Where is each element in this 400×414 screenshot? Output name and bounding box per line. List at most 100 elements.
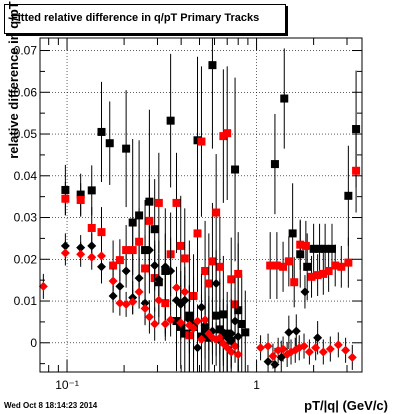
- data-point-square: [172, 198, 181, 207]
- data-point-diamond: [193, 343, 203, 353]
- data-point-diamond: [128, 297, 138, 307]
- data-point-diamond: [166, 315, 176, 325]
- data-point-square: [208, 61, 217, 70]
- data-point-square: [272, 261, 281, 270]
- data-point-diamond: [140, 304, 150, 314]
- data-point-diamond: [263, 341, 273, 351]
- data-point-diamond: [347, 352, 357, 362]
- data-point-diamond: [193, 316, 203, 326]
- data-point-square: [166, 116, 175, 125]
- data-point-square: [280, 94, 289, 103]
- x-tick-label: 1: [253, 378, 260, 392]
- data-point-diamond: [160, 319, 170, 329]
- data-point-square: [237, 319, 246, 328]
- data-point-diamond: [226, 347, 236, 357]
- data-point-diamond: [256, 343, 266, 353]
- data-point-diamond: [230, 341, 240, 351]
- y-tick-label: 0.04: [14, 169, 38, 183]
- data-point-square: [87, 186, 96, 195]
- x-tick-label: 10⁻¹: [55, 378, 79, 392]
- data-point-diamond: [144, 312, 154, 322]
- data-point-diamond: [121, 299, 131, 309]
- data-point-diamond: [134, 287, 144, 297]
- data-point-diamond: [341, 345, 351, 355]
- data-point-square: [135, 237, 144, 246]
- data-point-square: [128, 218, 137, 227]
- data-point-square: [208, 257, 217, 266]
- data-point-diamond: [284, 327, 294, 337]
- data-point-diamond: [166, 266, 176, 276]
- data-point-square: [309, 244, 318, 253]
- data-point-square: [352, 166, 361, 175]
- data-point-diamond: [121, 266, 131, 276]
- data-point-diamond: [211, 278, 221, 288]
- data-marks: [38, 38, 361, 372]
- data-point-square: [324, 266, 333, 275]
- data-point-square: [284, 257, 293, 266]
- data-point-diamond: [263, 357, 273, 367]
- data-point-square: [97, 127, 106, 136]
- y-axis-label: relative difference in q/pT: [6, 1, 21, 159]
- data-point-diamond: [318, 347, 328, 357]
- data-point-square: [223, 129, 232, 138]
- data-point-diamond: [189, 323, 199, 333]
- data-point-square: [145, 216, 154, 225]
- y-tick-label: 0: [30, 336, 37, 350]
- data-point-diamond: [150, 319, 160, 329]
- x-axis-label: pT/|q| (GeV/c): [304, 398, 388, 413]
- data-point-square: [141, 264, 150, 273]
- data-point-square: [315, 244, 324, 253]
- data-point-square: [122, 144, 131, 153]
- data-point-square: [227, 275, 236, 284]
- data-point-diamond: [154, 295, 164, 305]
- data-point-square: [197, 137, 206, 146]
- data-point-square: [154, 198, 163, 207]
- data-point-square: [319, 269, 328, 278]
- data-point-square: [327, 244, 336, 253]
- y-tick-label: 0.07: [14, 44, 38, 58]
- y-tick-label: 0.05: [14, 127, 38, 141]
- data-point-diamond: [291, 326, 301, 336]
- data-point-diamond: [171, 283, 181, 293]
- data-point-square: [201, 266, 210, 275]
- data-point-diamond: [300, 287, 310, 297]
- data-point-square: [313, 271, 322, 280]
- data-point-square: [109, 261, 118, 270]
- data-point-square: [61, 194, 70, 203]
- data-point-diamond: [230, 316, 240, 326]
- data-point-square: [231, 165, 240, 174]
- data-point-square: [270, 160, 279, 169]
- data-point-diamond: [108, 291, 118, 301]
- data-point-diamond: [233, 332, 243, 342]
- data-point-diamond: [154, 274, 164, 284]
- axes-ticks: 0 0.01 0.02 0.03 0.04 0.05 0.06 0.07 10⁻¹ 1: [14, 38, 362, 392]
- data-point-square: [176, 241, 185, 250]
- data-point-square: [344, 258, 353, 267]
- data-point-square: [303, 262, 312, 271]
- data-point-diamond: [160, 262, 170, 272]
- data-point-diamond: [200, 315, 210, 325]
- data-point-diamond: [268, 351, 278, 361]
- data-point-square: [337, 262, 346, 271]
- data-point-diamond: [278, 344, 288, 354]
- data-point-square: [76, 195, 85, 204]
- data-point-diamond: [108, 276, 118, 286]
- data-point-diamond: [304, 347, 314, 357]
- y-tick-label: 0.01: [14, 294, 38, 308]
- data-point-diamond: [196, 302, 206, 312]
- data-point-square: [307, 272, 316, 281]
- data-point-square: [204, 279, 213, 288]
- data-point-diamond: [144, 245, 154, 255]
- data-point-square: [279, 262, 288, 271]
- data-point-square: [150, 225, 159, 234]
- data-point-diamond: [60, 248, 70, 258]
- y-tick-label: 0.03: [14, 211, 38, 225]
- data-point-square: [87, 223, 96, 232]
- y-tick-label: 0.02: [14, 252, 38, 266]
- data-point-diamond: [333, 340, 343, 350]
- data-point-square: [212, 208, 221, 217]
- data-point-diamond: [180, 287, 190, 297]
- data-point-square: [115, 256, 124, 265]
- data-point-diamond: [115, 298, 125, 308]
